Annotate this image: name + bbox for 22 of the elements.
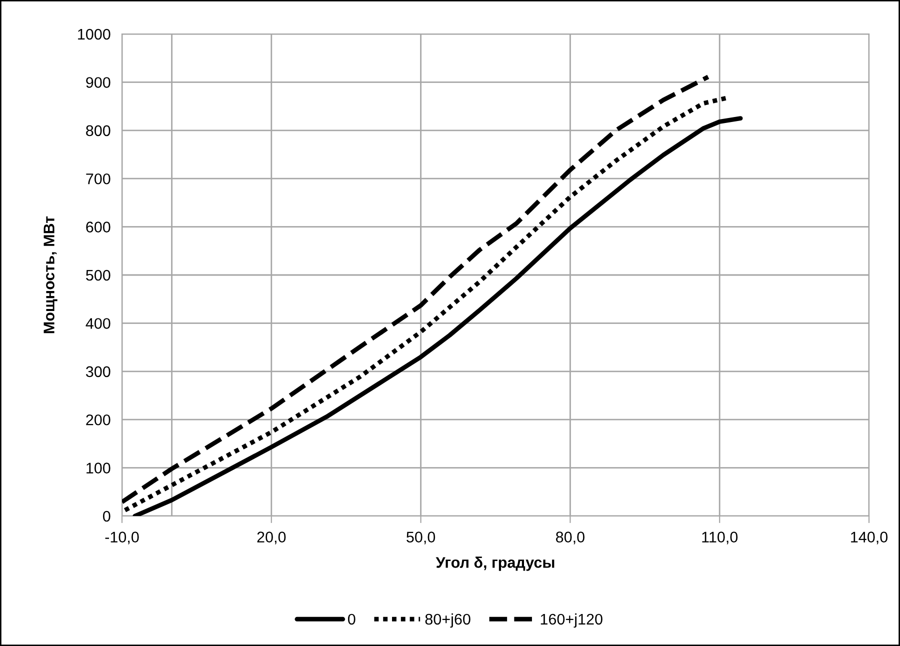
y-tick-label: 200 — [86, 414, 110, 426]
y-axis-title: Мощность, МВт — [44, 216, 58, 334]
legend-label: 0 — [348, 614, 356, 625]
y-tick-label: 900 — [86, 77, 110, 88]
x-tick-label: -10,0 — [105, 532, 139, 544]
x-tick-label: 20,0 — [257, 532, 286, 544]
x-tick-label: 140,0 — [851, 532, 888, 544]
legend-label: 80+j60 — [425, 613, 470, 628]
x-tick-label: 80,0 — [556, 532, 584, 544]
x-axis-title: Угол δ, градусы — [436, 556, 554, 571]
y-tick-label: 700 — [86, 173, 110, 184]
y-tick-label: 0 — [102, 510, 110, 522]
y-tick-label: 400 — [86, 318, 110, 329]
y-tick-label: 500 — [86, 270, 110, 281]
y-tick-label: 800 — [86, 125, 110, 136]
y-tick-label: 100 — [86, 462, 110, 474]
x-tick-label: 110,0 — [702, 532, 738, 544]
y-tick-label: 300 — [86, 366, 110, 378]
legend-label: 160+j120 — [540, 613, 602, 628]
y-tick-label: 600 — [86, 222, 110, 232]
y-tick-label: 1000 — [78, 28, 110, 40]
x-tick-label: 50,0 — [406, 532, 436, 544]
